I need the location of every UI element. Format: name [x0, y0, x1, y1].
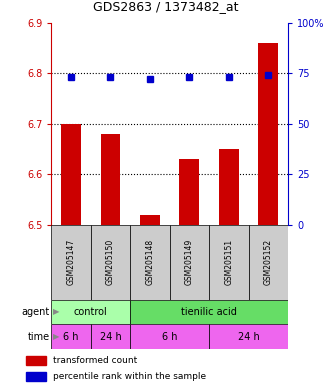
- Bar: [209, 324, 288, 349]
- Bar: [61, 124, 81, 225]
- Bar: [249, 225, 288, 300]
- Text: GDS2863 / 1373482_at: GDS2863 / 1373482_at: [93, 0, 238, 13]
- Bar: [101, 134, 120, 225]
- Bar: [209, 225, 249, 300]
- Bar: [91, 225, 130, 300]
- Text: control: control: [74, 307, 108, 317]
- Bar: [51, 324, 91, 349]
- Bar: [91, 324, 130, 349]
- Text: GSM205147: GSM205147: [67, 239, 75, 285]
- Bar: [169, 225, 209, 300]
- Text: ▶: ▶: [53, 308, 60, 316]
- Bar: [179, 159, 199, 225]
- Bar: [259, 43, 278, 225]
- Text: percentile rank within the sample: percentile rank within the sample: [53, 372, 206, 381]
- Bar: [51, 225, 91, 300]
- Text: transformed count: transformed count: [53, 356, 137, 365]
- Bar: [219, 149, 239, 225]
- Bar: [130, 324, 209, 349]
- Text: 24 h: 24 h: [238, 332, 260, 342]
- Bar: [26, 356, 46, 365]
- Text: time: time: [27, 332, 50, 342]
- Text: tienilic acid: tienilic acid: [181, 307, 237, 317]
- Bar: [130, 225, 169, 300]
- Text: 6 h: 6 h: [162, 332, 177, 342]
- Text: 24 h: 24 h: [100, 332, 121, 342]
- Bar: [26, 372, 46, 381]
- Text: agent: agent: [22, 307, 50, 317]
- Text: 6 h: 6 h: [63, 332, 79, 342]
- Bar: [51, 300, 130, 324]
- Bar: [130, 300, 288, 324]
- Text: GSM205149: GSM205149: [185, 239, 194, 285]
- Text: GSM205148: GSM205148: [145, 239, 155, 285]
- Text: GSM205150: GSM205150: [106, 239, 115, 285]
- Text: ▶: ▶: [53, 333, 60, 341]
- Text: GSM205152: GSM205152: [264, 239, 273, 285]
- Bar: [140, 215, 160, 225]
- Text: GSM205151: GSM205151: [224, 239, 233, 285]
